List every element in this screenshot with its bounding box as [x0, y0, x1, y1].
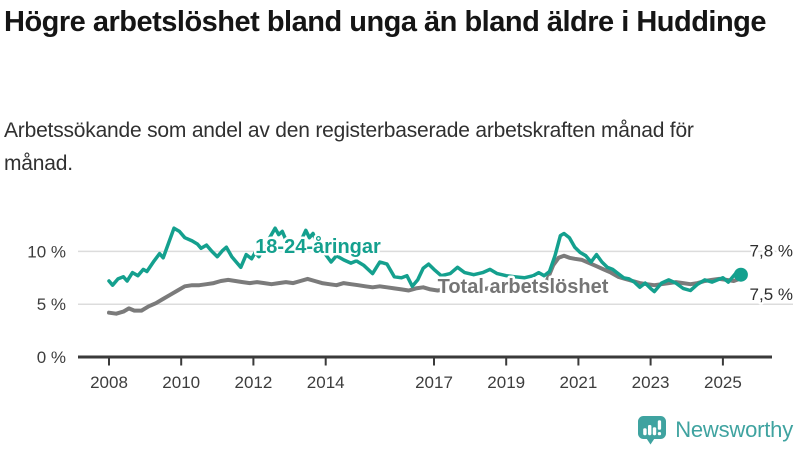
y-axis-labels: 0 % 5 % 10 % — [27, 242, 66, 367]
x-tick-label: 2012 — [234, 373, 272, 392]
y-tick-label: 5 % — [37, 295, 66, 314]
gridlines — [78, 250, 793, 305]
y-tick-label: 10 % — [27, 242, 66, 261]
series-lines — [107, 226, 745, 316]
series-label-young: 18-24-åringar — [255, 235, 381, 258]
y-tick-label: 0 % — [37, 348, 66, 367]
x-tick-label: 2021 — [559, 373, 597, 392]
x-tick-label: 2019 — [487, 373, 525, 392]
x-tick-label: 2008 — [90, 373, 128, 392]
end-value-label-total: 7,5 % — [750, 285, 793, 304]
series-line-young — [107, 226, 743, 294]
x-tick-label: 2017 — [415, 373, 453, 392]
end-value-label-young: 7,8 % — [750, 242, 793, 261]
x-axis: 2008 2010 2012 2014 2017 2019 2021 2023 2025 — [78, 355, 772, 392]
chart-subtitle: Arbetssökande som andel av den registerb… — [4, 119, 694, 175]
newsworthy-wordmark: Newsworthy — [675, 417, 793, 442]
series-label-total: Total arbetslöshet — [438, 276, 609, 298]
x-tick-label: 2025 — [704, 373, 742, 392]
newsworthy-logo: Newsworthy — [637, 415, 793, 445]
x-tick-label: 2023 — [632, 373, 670, 392]
x-tick-label: 2014 — [307, 373, 345, 392]
latest-point-marker — [733, 267, 748, 282]
x-tick-label: 2010 — [162, 373, 200, 392]
newsworthy-bar-chart-bubble-icon — [638, 416, 667, 445]
page-title: Högre arbetslöshet bland unga än bland ä… — [4, 6, 767, 38]
